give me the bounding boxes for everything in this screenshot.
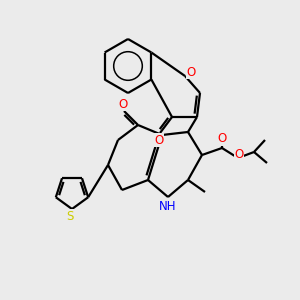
Text: O: O — [218, 133, 226, 146]
Text: NH: NH — [159, 200, 177, 214]
Text: S: S — [66, 209, 74, 223]
Text: O: O — [154, 134, 164, 146]
Text: O: O — [234, 148, 244, 161]
Text: O: O — [118, 98, 127, 110]
Text: O: O — [186, 65, 196, 79]
